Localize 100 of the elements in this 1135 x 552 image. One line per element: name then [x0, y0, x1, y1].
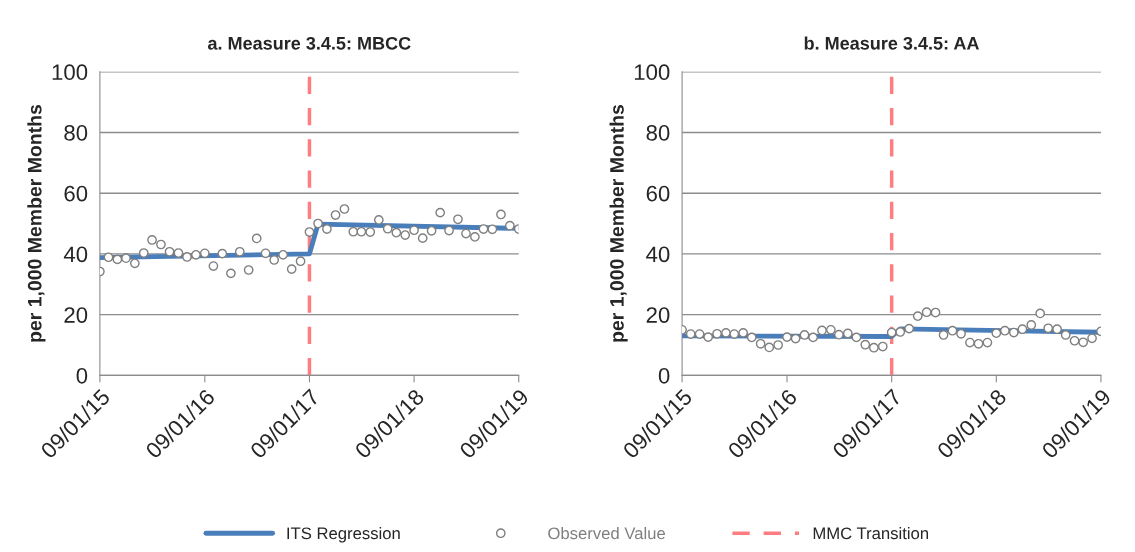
point	[496, 209, 506, 220]
point	[764, 342, 775, 353]
point	[947, 325, 958, 336]
point	[453, 214, 463, 225]
point	[834, 329, 844, 340]
y-tick-label: 20	[646, 307, 670, 323]
point	[1035, 308, 1046, 319]
chart-title: b. Measure 3.4.5: AA	[804, 36, 980, 50]
point	[278, 249, 288, 260]
point	[226, 268, 236, 279]
point	[921, 307, 932, 318]
point	[199, 248, 210, 259]
point	[956, 328, 966, 339]
point	[478, 224, 489, 234]
point	[470, 232, 480, 242]
point	[930, 307, 941, 318]
y-tick-label: 60	[646, 185, 670, 202]
point	[295, 256, 306, 267]
y-tick-label: 40	[63, 246, 88, 263]
point	[208, 261, 219, 271]
point	[365, 227, 376, 237]
point	[842, 328, 853, 339]
point	[1087, 333, 1097, 344]
point	[504, 220, 515, 231]
point	[217, 248, 228, 259]
point	[147, 235, 157, 245]
point	[173, 248, 184, 258]
point	[685, 329, 696, 339]
point	[339, 204, 350, 214]
y-axis-title: per 1,000 Member Months	[609, 104, 628, 342]
point	[444, 225, 454, 236]
point	[808, 332, 818, 343]
y-tick-label: 0	[658, 367, 670, 384]
point	[817, 325, 827, 336]
point	[409, 225, 419, 236]
point	[348, 226, 359, 237]
point	[1078, 337, 1089, 348]
point	[877, 341, 888, 352]
y-tick-label: 40	[646, 246, 670, 263]
point	[164, 246, 175, 257]
point	[382, 223, 393, 234]
y-tick-label: 100	[52, 64, 88, 81]
point	[721, 327, 731, 338]
y-tick-label: 80	[64, 125, 88, 141]
y-tick-label: 100	[634, 64, 670, 81]
point	[330, 210, 341, 220]
point	[1052, 324, 1062, 335]
point	[112, 254, 123, 265]
point	[243, 265, 254, 275]
point	[304, 227, 315, 237]
point	[129, 258, 140, 269]
point	[251, 233, 262, 244]
point	[1008, 327, 1019, 338]
point	[826, 324, 836, 335]
point	[313, 218, 323, 229]
point	[286, 264, 297, 274]
point	[1000, 325, 1010, 336]
point	[851, 332, 862, 343]
point	[373, 215, 384, 225]
point	[965, 337, 975, 348]
point	[746, 332, 757, 343]
point	[435, 207, 446, 218]
point	[1017, 324, 1028, 335]
point	[790, 333, 801, 344]
point	[755, 338, 766, 349]
point	[860, 339, 871, 350]
point	[694, 329, 705, 339]
point	[121, 253, 131, 264]
point	[799, 330, 810, 340]
y-tick-label: 0	[76, 367, 88, 384]
point	[912, 311, 923, 322]
point	[729, 329, 740, 339]
y-tick-label: 20	[64, 307, 88, 323]
point	[782, 332, 792, 342]
point	[973, 338, 984, 349]
point	[938, 330, 949, 340]
point	[738, 327, 749, 338]
point	[356, 226, 367, 237]
point	[138, 248, 149, 258]
point	[322, 224, 332, 234]
point	[712, 328, 722, 339]
point	[191, 249, 201, 260]
point	[703, 332, 714, 342]
point	[417, 233, 428, 243]
point	[103, 252, 114, 263]
point	[895, 327, 906, 337]
point	[991, 328, 1002, 339]
legend-label: MMC Transition	[813, 526, 928, 540]
point	[869, 342, 879, 353]
y-tick-label: 60	[64, 185, 88, 202]
point	[400, 230, 411, 240]
point	[461, 228, 471, 239]
chart-title: a. Measure 3.4.5: MBCC	[208, 36, 411, 50]
point	[886, 327, 897, 338]
point	[1026, 320, 1037, 330]
point	[234, 246, 245, 257]
point	[487, 224, 498, 235]
point	[1060, 330, 1071, 340]
point	[269, 255, 280, 265]
point	[904, 323, 915, 334]
